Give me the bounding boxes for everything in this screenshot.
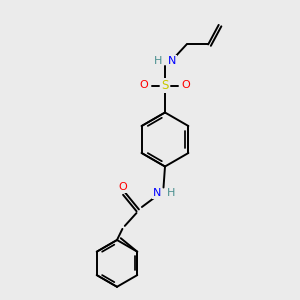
Text: H: H [154, 56, 163, 66]
Text: N: N [167, 56, 176, 66]
Text: O: O [140, 80, 148, 91]
Text: H: H [167, 188, 175, 198]
Text: S: S [161, 79, 169, 92]
Text: O: O [182, 80, 190, 91]
Text: N: N [153, 188, 161, 198]
Text: O: O [118, 182, 127, 193]
